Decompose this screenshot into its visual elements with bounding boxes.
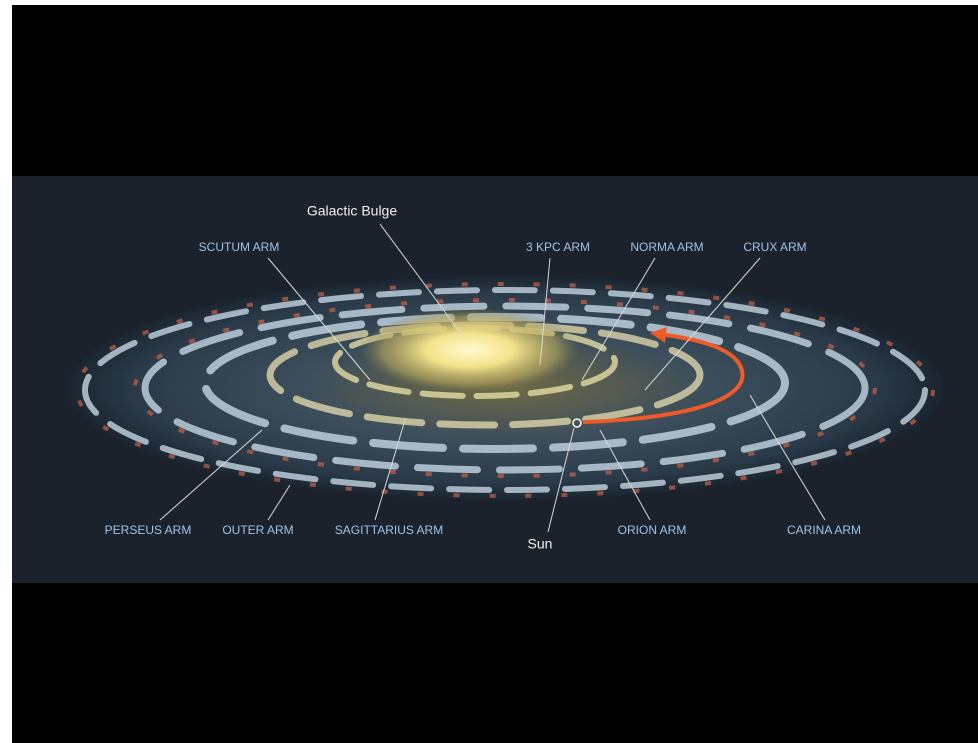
galaxy (67, 276, 943, 500)
label: SCUTUM ARM (199, 240, 280, 254)
label: NORMA ARM (630, 240, 703, 254)
label: PERSEUS ARM (105, 523, 192, 537)
label: CARINA ARM (787, 523, 861, 537)
label: CRUX ARM (743, 240, 806, 254)
screen: Galactic Bulge SCUTUM ARM 3 KPC ARM NORMA A… (0, 0, 978, 743)
label: 3 KPC ARM (526, 240, 590, 254)
label: Sun (528, 536, 553, 552)
label: SAGITTARIUS ARM (335, 523, 443, 537)
label: Galactic Bulge (307, 203, 397, 219)
label: ORION ARM (618, 523, 687, 537)
label: OUTER ARM (222, 523, 293, 537)
